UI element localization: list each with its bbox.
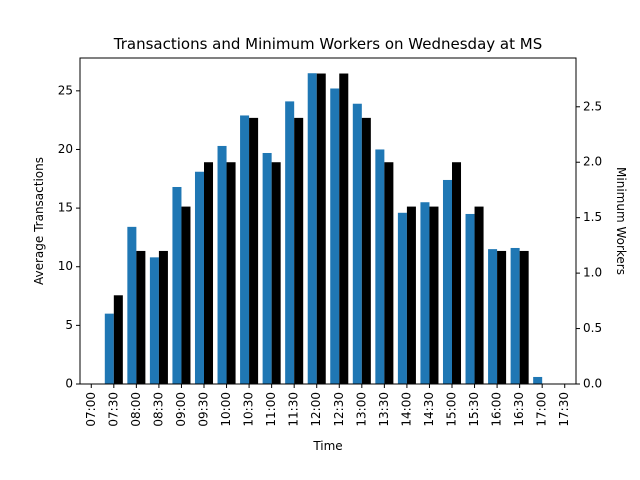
transactions-bar-1530 [465, 213, 475, 384]
transactions-bar-0800 [127, 226, 137, 384]
right-y-tick-label: 0.5 [583, 321, 602, 335]
right-y-tick-label: 2.0 [583, 155, 602, 169]
workers-bar-1130 [294, 117, 304, 384]
x-axis-label: Time [312, 439, 342, 453]
transactions-bar-0900 [172, 186, 182, 384]
x-tick-label: 12:30 [332, 392, 346, 427]
x-tick-label: 10:00 [219, 392, 233, 427]
transactions-bar-1430 [420, 202, 430, 384]
transactions-bar-0930 [194, 171, 204, 384]
x-tick-label: 10:30 [242, 392, 256, 427]
workers-bar-1100 [271, 162, 281, 384]
transactions-bar-1300 [352, 103, 362, 384]
left-y-tick-label: 15 [58, 201, 73, 215]
transactions-bar-1700 [533, 376, 543, 384]
transactions-bar-1600 [488, 249, 498, 384]
x-tick-label: 07:00 [84, 392, 98, 427]
workers-bar-1630 [519, 250, 529, 384]
x-tick-label: 13:00 [354, 392, 368, 427]
transactions-bar-1330 [375, 149, 385, 384]
workers-bar-1500 [452, 162, 462, 384]
workers-bar-0930 [204, 162, 214, 384]
left-y-ticks: 0 5 10 15 20 25 [58, 83, 80, 391]
left-y-tick-label: 5 [65, 318, 73, 332]
plot-frame [79, 57, 577, 385]
chart-title: Transactions and Minimum Workers on Wedn… [113, 35, 542, 53]
workers-bar-1330 [384, 162, 394, 384]
workers-bar-0730 [113, 295, 123, 384]
x-tick-label: 14:00 [399, 392, 413, 427]
workers-bar-1530 [474, 206, 484, 384]
workers-bar-1300 [361, 117, 371, 384]
x-tick-label: 16:30 [512, 392, 526, 427]
x-tick-label: 13:30 [377, 392, 391, 427]
right-y-tick-label: 2.5 [583, 99, 602, 113]
transactions-bar-1030 [240, 115, 250, 385]
workers-bar-0830 [158, 250, 168, 384]
x-tick-label: 17:00 [535, 392, 549, 427]
transactions-bar-0830 [149, 257, 159, 384]
left-y-tick-label: 10 [58, 259, 73, 273]
x-tick-label: 09:00 [174, 392, 188, 427]
x-tick-label: 08:30 [151, 392, 165, 427]
workers-bar-0900 [181, 206, 191, 384]
workers-bar-1200 [316, 73, 326, 385]
transactions-bar-1000 [217, 145, 227, 384]
x-tick-label: 11:00 [264, 392, 278, 427]
workers-bar-1000 [226, 162, 236, 384]
right-y-ticks: 0.0 0.5 1.0 1.5 2.0 2.5 [576, 99, 602, 391]
workers-bar-1230 [339, 73, 349, 385]
transactions-bar-1230 [330, 88, 340, 385]
left-y-axis-label: Average Transactions [32, 157, 46, 285]
x-tick-label: 15:30 [467, 392, 481, 427]
workers-bar-1030 [249, 117, 259, 384]
workers-bar-0800 [136, 250, 146, 384]
left-y-tick-label: 20 [58, 142, 73, 156]
right-y-axis-label: Minimum Workers [614, 167, 628, 275]
transactions-bar-0730 [104, 313, 114, 384]
left-y-tick-label: 25 [58, 83, 73, 97]
left-y-tick-label: 0 [65, 377, 73, 391]
workers-bar-1430 [429, 206, 439, 384]
x-tick-label: 17:30 [557, 392, 571, 427]
transactions-bar-1200 [307, 73, 317, 385]
x-tick-label: 16:00 [490, 392, 504, 427]
x-tick-label: 08:00 [129, 392, 143, 427]
right-y-tick-label: 1.5 [583, 210, 602, 224]
transactions-bar-1100 [262, 152, 272, 384]
transactions-bar-1400 [397, 212, 407, 384]
x-tick-label: 09:30 [197, 392, 211, 427]
workers-bar-1400 [406, 206, 416, 384]
bars-layer [104, 73, 543, 385]
right-y-tick-label: 0.0 [583, 377, 602, 391]
transactions-bar-1630 [510, 247, 520, 384]
x-tick-label: 12:00 [309, 392, 323, 427]
transactions-bar-1500 [442, 179, 452, 384]
transactions-bar-1130 [285, 101, 295, 384]
x-ticks: 07:00 07:30 08:00 08:30 09:00 09:30 10:00 10:30… [84, 384, 571, 427]
x-tick-label: 14:30 [422, 392, 436, 427]
right-y-tick-label: 1.0 [583, 266, 602, 280]
x-tick-label: 15:00 [445, 392, 459, 427]
x-tick-label: 07:30 [106, 392, 120, 427]
x-tick-label: 11:30 [287, 392, 301, 427]
workers-bar-1600 [497, 250, 507, 384]
